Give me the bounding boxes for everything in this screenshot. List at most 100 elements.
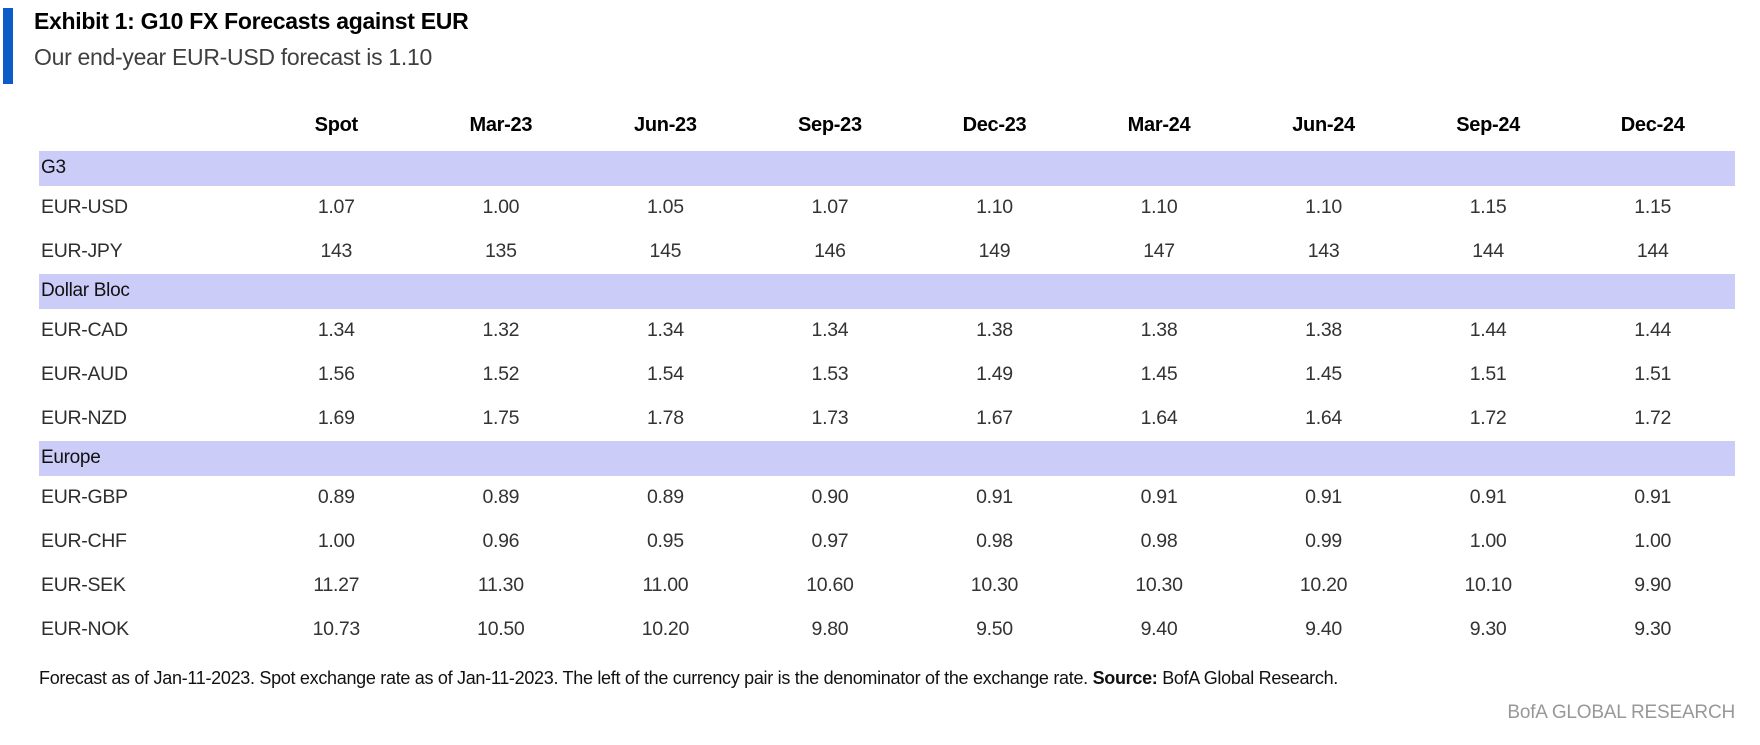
forecast-value: 144 — [1472, 240, 1504, 262]
forecast-value: 1.10 — [976, 196, 1013, 218]
forecast-value: 0.91 — [1469, 486, 1507, 508]
pair-label: EUR-USD — [41, 196, 128, 218]
section-label: Dollar Bloc — [39, 274, 1735, 309]
forecast-value: 1.34 — [646, 319, 684, 341]
pair-label: EUR-SEK — [41, 574, 126, 596]
forecast-value: 1.64 — [1140, 407, 1178, 429]
forecast-value: 9.30 — [1469, 618, 1507, 640]
forecast-value: 10.10 — [1464, 574, 1512, 596]
table-row: EUR-AUD 1.56 1.52 1.54 1.53 1.49 1.45 1.45 1.51 1… — [39, 353, 1735, 397]
section-row: G3 — [39, 151, 1735, 186]
column-header: Mar-23 — [469, 114, 533, 136]
table-row: EUR-JPY 143 135 145 146 149 147 143 144 144 — [39, 230, 1735, 274]
exhibit-subtitle: Our end-year EUR-USD forecast is 1.10 — [34, 44, 432, 71]
forecast-value: 1.34 — [317, 319, 355, 341]
column-header: Sep-23 — [798, 114, 862, 136]
forecast-value: 0.98 — [976, 530, 1013, 552]
forecast-value: 9.30 — [1634, 618, 1672, 640]
forecast-value: 1.51 — [1634, 363, 1672, 385]
forecast-value: 1.00 — [482, 196, 520, 218]
branding-bofa-global-research: BofA GLOBAL RESEARCH — [1507, 702, 1735, 723]
column-header-blank — [39, 108, 254, 151]
forecast-value: 9.40 — [1140, 618, 1178, 640]
forecast-value: 1.67 — [976, 407, 1013, 429]
column-header: Mar-24 — [1127, 114, 1191, 136]
forecast-value: 0.89 — [646, 486, 684, 508]
forecast-value: 11.27 — [313, 574, 360, 596]
forecast-value: 143 — [1307, 240, 1340, 262]
forecast-value: 9.40 — [1305, 618, 1342, 640]
forecast-value: 1.51 — [1469, 363, 1507, 385]
forecast-value: 0.89 — [482, 486, 520, 508]
forecast-value: 10.30 — [970, 574, 1019, 596]
forecast-value: 135 — [485, 240, 517, 262]
pair-label: EUR-GBP — [41, 486, 128, 508]
footnote: Forecast as of Jan-11-2023. Spot exchang… — [39, 668, 1338, 689]
forecast-value: 0.91 — [1634, 486, 1672, 508]
forecast-value: 1.78 — [646, 407, 684, 429]
forecast-value: 1.00 — [1634, 530, 1672, 552]
forecast-value: 0.95 — [646, 530, 684, 552]
forecast-value: 143 — [320, 240, 353, 262]
forecast-value: 1.49 — [976, 363, 1013, 385]
forecast-value: 9.50 — [976, 618, 1013, 640]
forecast-value: 1.07 — [317, 196, 355, 218]
forecast-value: 11.00 — [642, 574, 689, 596]
table-row: EUR-CHF 1.00 0.96 0.95 0.97 0.98 0.98 0.99 1.00 1… — [39, 520, 1735, 564]
forecast-value: 147 — [1143, 240, 1175, 262]
forecast-value: 0.96 — [482, 530, 520, 552]
forecast-value: 10.73 — [312, 618, 361, 640]
fx-forecast-table: Spot Mar-23 Jun-23 Sep-23 Dec-23 Mar-24 Jun-24… — [39, 108, 1735, 652]
forecast-value: 1.15 — [1634, 196, 1672, 218]
table-row: EUR-GBP 0.89 0.89 0.89 0.90 0.91 0.91 0.91 0.91 0… — [39, 476, 1735, 520]
table-row: EUR-CAD 1.34 1.32 1.34 1.34 1.38 1.38 1.38 1.44 1… — [39, 309, 1735, 353]
exhibit-accent-bar — [3, 8, 13, 84]
column-header: Sep-24 — [1456, 114, 1520, 136]
column-header: Dec-24 — [1620, 114, 1685, 136]
forecast-value: 9.90 — [1634, 574, 1672, 596]
forecast-value: 1.69 — [317, 407, 355, 429]
forecast-value: 0.99 — [1305, 530, 1342, 552]
forecast-value: 0.89 — [317, 486, 355, 508]
table-row: EUR-NOK 10.73 10.50 10.20 9.80 9.50 9.40 9.40 9.… — [39, 608, 1735, 652]
pair-label: EUR-NZD — [41, 407, 127, 429]
forecast-value: 0.98 — [1140, 530, 1178, 552]
forecast-value: 10.50 — [477, 618, 525, 640]
pair-label: EUR-NOK — [41, 618, 129, 640]
forecast-value: 1.32 — [482, 319, 520, 341]
forecast-value: 146 — [814, 240, 846, 262]
pair-label: EUR-CAD — [41, 319, 128, 341]
table-row: EUR-USD 1.07 1.00 1.05 1.07 1.10 1.10 1.10 1.15 1… — [39, 186, 1735, 230]
forecast-value: 1.00 — [317, 530, 355, 552]
forecast-value: 144 — [1636, 240, 1669, 262]
forecast-value: 149 — [978, 240, 1011, 262]
forecast-value: 1.53 — [811, 363, 849, 385]
forecast-value: 10.60 — [806, 574, 854, 596]
footnote-source-text: BofA Global Research. — [1162, 668, 1338, 688]
column-header: Jun-24 — [1292, 114, 1355, 136]
table-row: EUR-NZD 1.69 1.75 1.78 1.73 1.67 1.64 1.64 1.72 1… — [39, 397, 1735, 441]
forecast-value: 0.91 — [1305, 486, 1342, 508]
footnote-text: Forecast as of Jan-11-2023. Spot exchang… — [39, 668, 1088, 688]
forecast-value: 1.54 — [646, 363, 684, 385]
forecast-value: 0.91 — [976, 486, 1013, 508]
forecast-value: 1.38 — [1140, 319, 1178, 341]
section-label: Europe — [39, 441, 1735, 476]
forecast-value: 1.05 — [646, 196, 684, 218]
forecast-value: 1.44 — [1469, 319, 1507, 341]
forecast-value: 11.30 — [477, 574, 524, 596]
forecast-value: 1.44 — [1634, 319, 1672, 341]
section-label: G3 — [39, 151, 1735, 186]
forecast-value: 10.30 — [1135, 574, 1183, 596]
exhibit-title: Exhibit 1: G10 FX Forecasts against EUR — [34, 8, 469, 34]
table-row: EUR-SEK 11.27 11.30 11.00 10.60 10.30 10.30 10.… — [39, 564, 1735, 608]
forecast-value: 1.75 — [482, 407, 520, 429]
forecast-value: 1.45 — [1305, 363, 1342, 385]
pair-label: EUR-CHF — [41, 530, 127, 552]
forecast-value: 1.10 — [1140, 196, 1178, 218]
forecast-value: 0.91 — [1140, 486, 1178, 508]
forecast-value: 10.20 — [1299, 574, 1348, 596]
footnote-source-label: Source: — [1092, 668, 1158, 688]
forecast-value: 145 — [649, 240, 682, 262]
section-row: Europe — [39, 441, 1735, 476]
